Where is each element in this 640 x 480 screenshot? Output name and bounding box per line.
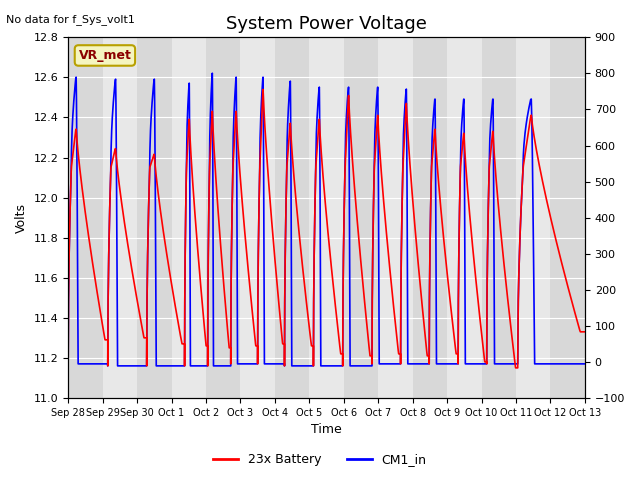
- Bar: [137, 37, 172, 398]
- 23x Battery: [259, 86, 267, 92]
- Bar: [378, 37, 413, 398]
- Bar: [481, 37, 516, 398]
- CM1_in: [516, 219, 524, 225]
- Bar: [447, 37, 481, 398]
- Bar: [550, 37, 585, 398]
- 23x Battery: [64, 361, 72, 367]
- CM1_in: [64, 361, 72, 367]
- CM1_in: [209, 71, 216, 76]
- Bar: [241, 37, 275, 398]
- Title: System Power Voltage: System Power Voltage: [226, 15, 427, 33]
- 23x Battery: [516, 219, 524, 225]
- Line: CM1_in: CM1_in: [68, 73, 585, 366]
- CM1_in: [581, 361, 589, 367]
- Bar: [68, 37, 102, 398]
- Text: No data for f_Sys_volt1: No data for f_Sys_volt1: [6, 14, 135, 25]
- Line: 23x Battery: 23x Battery: [68, 89, 585, 368]
- X-axis label: Time: Time: [311, 423, 342, 436]
- 23x Battery: [232, 114, 239, 120]
- CM1_in: [205, 193, 213, 199]
- Bar: [275, 37, 309, 398]
- 23x Battery: [205, 205, 212, 211]
- 23x Battery: [512, 365, 520, 371]
- Bar: [309, 37, 344, 398]
- Bar: [344, 37, 378, 398]
- 23x Battery: [249, 312, 257, 318]
- Bar: [413, 37, 447, 398]
- CM1_in: [104, 363, 111, 369]
- 23x Battery: [523, 140, 531, 146]
- Y-axis label: Volts: Volts: [15, 203, 28, 233]
- Bar: [206, 37, 241, 398]
- 23x Battery: [322, 208, 330, 214]
- Bar: [172, 37, 206, 398]
- CM1_in: [232, 74, 240, 80]
- CM1_in: [249, 361, 257, 367]
- Legend: 23x Battery, CM1_in: 23x Battery, CM1_in: [208, 448, 432, 471]
- CM1_in: [523, 118, 531, 123]
- CM1_in: [323, 363, 330, 369]
- Text: VR_met: VR_met: [79, 49, 131, 62]
- Bar: [102, 37, 137, 398]
- 23x Battery: [581, 329, 589, 335]
- Bar: [516, 37, 550, 398]
